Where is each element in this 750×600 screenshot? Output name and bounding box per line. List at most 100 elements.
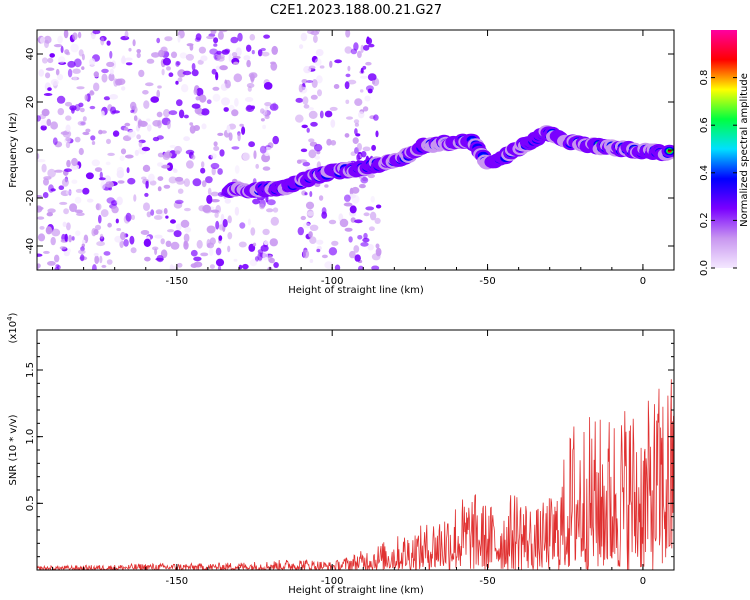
heatmap-noise-cell <box>308 231 313 238</box>
heatmap-noise-cell <box>108 73 115 82</box>
heatmap-noise-cell <box>249 34 256 41</box>
heatmap-noise-cell <box>156 89 160 98</box>
heatmap-noise-cell <box>101 68 109 74</box>
heatmap-noise-cell <box>246 83 255 88</box>
heatmap-noise-cell <box>117 78 126 85</box>
heatmap-noise-cell <box>206 225 216 234</box>
heatmap-noise-cell <box>177 77 183 83</box>
heatmap-noise-cell <box>125 212 132 222</box>
heatmap-noise-cell <box>71 179 78 184</box>
heatmap-noise-cell <box>85 172 94 180</box>
heatmap-noise-cell <box>307 30 315 34</box>
heatmap-noise-cell <box>58 185 65 190</box>
heatmap-noise-cell <box>239 123 244 127</box>
heatmap-noise-cell <box>90 135 96 141</box>
heatmap-noise-cell <box>252 242 257 247</box>
heatmap-noise-cell <box>60 45 64 54</box>
heatmap-noise-cell <box>198 46 206 54</box>
heatmap-noise-cell <box>217 31 224 40</box>
heatmap-noise-cell <box>231 109 239 117</box>
heatmap-noise-cell <box>314 155 321 160</box>
heatmap-noise-cell <box>82 116 87 122</box>
heatmap-noise-cell <box>38 69 45 77</box>
heatmap-noise-cell <box>263 240 269 246</box>
heatmap-noise-cell <box>266 208 274 213</box>
heatmap-noise-cell <box>200 167 206 174</box>
heatmap-noise-cell <box>78 147 84 156</box>
heatmap-noise-cell <box>222 219 228 228</box>
heatmap-noise-cell <box>314 58 322 66</box>
heatmap-noise-cell <box>354 128 358 135</box>
heatmap-noise-cell <box>66 222 71 231</box>
heatmap-noise-cell <box>43 176 52 180</box>
heatmap-noise-cell <box>136 49 141 54</box>
heatmap-noise-cell <box>143 202 150 211</box>
heatmap-noise-cell <box>353 119 360 124</box>
heatmap-noise-cell <box>37 115 41 122</box>
heatmap-noise-cell <box>74 196 82 204</box>
heatmap-noise-cell <box>100 180 106 190</box>
heatmap-noise-cell <box>65 190 73 195</box>
heatmap-noise-cell <box>64 49 70 55</box>
heatmap-noise-cell <box>330 119 336 128</box>
heatmap-noise-cell <box>217 265 222 270</box>
heatmap-noise-cell <box>100 37 105 46</box>
heatmap-noise-cell <box>324 110 333 118</box>
heatmap-noise-cell <box>219 65 228 71</box>
heatmap-noise-cell <box>61 178 69 187</box>
heatmap-noise-cell <box>156 111 163 118</box>
heatmap-noise-cell <box>85 128 91 133</box>
heatmap-noise-cell <box>56 95 66 104</box>
heatmap-noise-cell <box>106 138 111 145</box>
heatmap-noise-cell <box>162 57 171 66</box>
heatmap-noise-cell <box>157 176 164 182</box>
heatmap-noise-cell <box>199 94 207 103</box>
heatmap-noise-cell <box>165 215 169 219</box>
heatmap-noise-cell <box>172 168 178 173</box>
heatmap-noise-cell <box>364 95 371 102</box>
heatmap-noise-cell <box>362 237 370 243</box>
heatmap-noise-cell <box>120 231 126 241</box>
heatmap-noise-cell <box>125 62 133 66</box>
y-tick-label: 1.5 <box>25 362 36 378</box>
heatmap-noise-cell <box>170 219 176 224</box>
heatmap-noise-cell <box>210 199 220 203</box>
heatmap-noise-cell <box>249 259 258 267</box>
heatmap-noise-cell <box>237 132 241 142</box>
y-tick-label: -40 <box>25 238 36 254</box>
heatmap-noise-cell <box>330 140 337 146</box>
heatmap-noise-cell <box>308 138 315 143</box>
heatmap-noise-cell <box>37 216 45 220</box>
heatmap-noise-cell <box>218 30 228 33</box>
heatmap-noise-cell <box>315 49 324 57</box>
heatmap-noise-cell <box>46 212 53 217</box>
heatmap-noise-cell <box>270 216 279 226</box>
heatmap-noise-cell <box>365 206 375 211</box>
spectrogram-y-ticks: -40 -20 0 20 40 <box>25 48 674 254</box>
heatmap-noise-cell <box>177 188 184 194</box>
colorbar-tick-label: 0.4 <box>699 165 710 181</box>
heatmap-noise-cell <box>179 52 188 59</box>
heatmap-noise-cell <box>192 178 202 187</box>
heatmap-noise-cell <box>348 236 353 243</box>
heatmap-noise-cell <box>176 99 183 107</box>
heatmap-noise-cell <box>111 205 119 214</box>
heatmap-noise-cell <box>107 152 115 156</box>
heatmap-noise-cell <box>142 164 151 172</box>
heatmap-noise-cell <box>77 31 82 39</box>
heatmap-noise-cell <box>124 122 131 127</box>
heatmap-noise-cell <box>143 238 152 247</box>
heatmap-noise-cell <box>214 212 219 218</box>
heatmap-noise-cell <box>344 194 351 202</box>
heatmap-noise-cell <box>72 76 78 81</box>
heatmap-noise-cell <box>136 52 141 59</box>
heatmap-noise-cell <box>163 151 173 158</box>
heatmap-noise-cell <box>329 106 338 111</box>
heatmap-noise-cell <box>219 149 225 157</box>
heatmap-noise-cell <box>264 102 272 107</box>
heatmap-noise-cell <box>37 233 46 242</box>
heatmap-noise-cell <box>262 251 269 261</box>
heatmap-noise-cell <box>307 107 314 111</box>
heatmap-noise-cell <box>206 99 212 104</box>
heatmap-noise-cell <box>96 241 105 247</box>
